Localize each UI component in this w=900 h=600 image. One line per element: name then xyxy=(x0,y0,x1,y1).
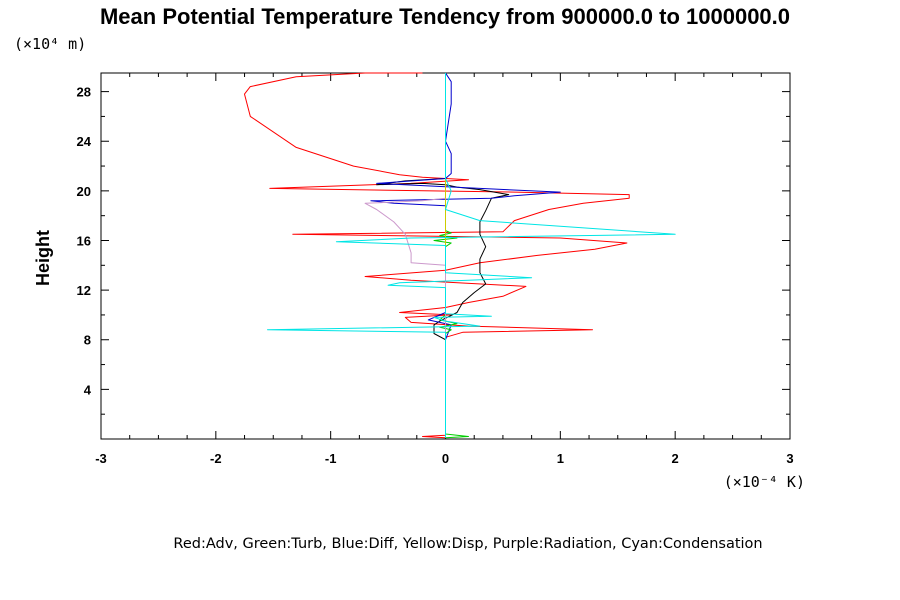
series-line-5 xyxy=(364,197,446,377)
x-scale-label: (×10⁻⁴ K) xyxy=(724,473,805,491)
x-axis: -3 -2 -1 0 1 2 3 xyxy=(95,73,794,466)
chart-title: Mean Potential Temperature Tendency from… xyxy=(100,4,790,29)
y-tick-label: 24 xyxy=(77,134,92,149)
y-tick-label: 16 xyxy=(77,233,91,248)
y-tick-label: 12 xyxy=(77,283,91,298)
x-tick-label: -2 xyxy=(210,451,222,466)
x-tick-label: 1 xyxy=(557,451,564,466)
series-line-2 xyxy=(370,72,561,438)
series-group xyxy=(244,72,676,439)
y-tick-label: 4 xyxy=(84,382,92,397)
x-tick-label: 2 xyxy=(672,451,679,466)
y-axis-label: Height xyxy=(33,230,53,286)
y-tick-label: 28 xyxy=(77,85,91,100)
series-line-1 xyxy=(376,73,510,438)
y-scale-label: (×10⁴ m) xyxy=(14,35,86,53)
x-tick-label: 0 xyxy=(442,451,449,466)
series-line-3 xyxy=(433,73,469,439)
series-line-0 xyxy=(244,72,630,439)
y-tick-label: 8 xyxy=(84,333,91,348)
y-axis: 4 8 12 16 20 24 28 xyxy=(77,85,790,415)
legend-text: Red:Adv, Green:Turb, Blue:Diff, Yellow:D… xyxy=(173,536,762,552)
x-tick-label: -1 xyxy=(325,451,337,466)
series-line-6 xyxy=(267,73,676,438)
x-tick-label: 3 xyxy=(786,451,793,466)
x-tick-label: -3 xyxy=(95,451,107,466)
y-tick-label: 20 xyxy=(77,184,91,199)
